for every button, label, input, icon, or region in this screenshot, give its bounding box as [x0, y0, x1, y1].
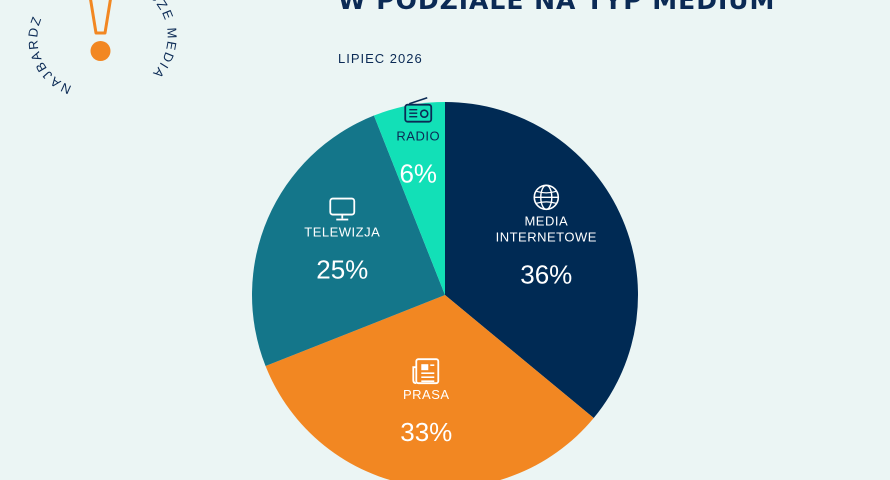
newspaper-icon: [412, 358, 440, 385]
slice-label-group: TELEWIZJA 25%: [304, 197, 380, 285]
slice-name: MEDIA: [524, 213, 568, 228]
slice-name: RADIO: [396, 129, 440, 144]
pie-slice: [251, 115, 445, 367]
slice-name: PRASA: [403, 387, 450, 402]
pie-slice: [445, 102, 638, 419]
exclamation-icon: [89, 0, 112, 61]
slice-value: 25%: [316, 255, 368, 285]
pie-slice: [265, 295, 594, 480]
slice-name: TELEWIZJA: [304, 225, 380, 240]
slice-value: 33%: [400, 417, 452, 447]
tv-icon: [329, 197, 356, 221]
slice-name: INTERNETOWE: [496, 229, 597, 244]
slice-label-group: PRASA 33%: [400, 358, 452, 447]
radio-icon: [404, 96, 433, 123]
page-title: W PODZIALE NA TYP MEDIUM: [338, 0, 776, 15]
slice-value: 6%: [399, 159, 437, 189]
slice-value: 36%: [520, 259, 572, 289]
pie-slice: [373, 102, 445, 295]
slice-label-group: RADIO 6%: [396, 96, 440, 189]
date-label: LIPIEC 2026: [338, 51, 423, 66]
globe-icon: [533, 184, 560, 211]
logo-seal: NAJBARDZ CZE MEDIA: [25, 0, 178, 97]
